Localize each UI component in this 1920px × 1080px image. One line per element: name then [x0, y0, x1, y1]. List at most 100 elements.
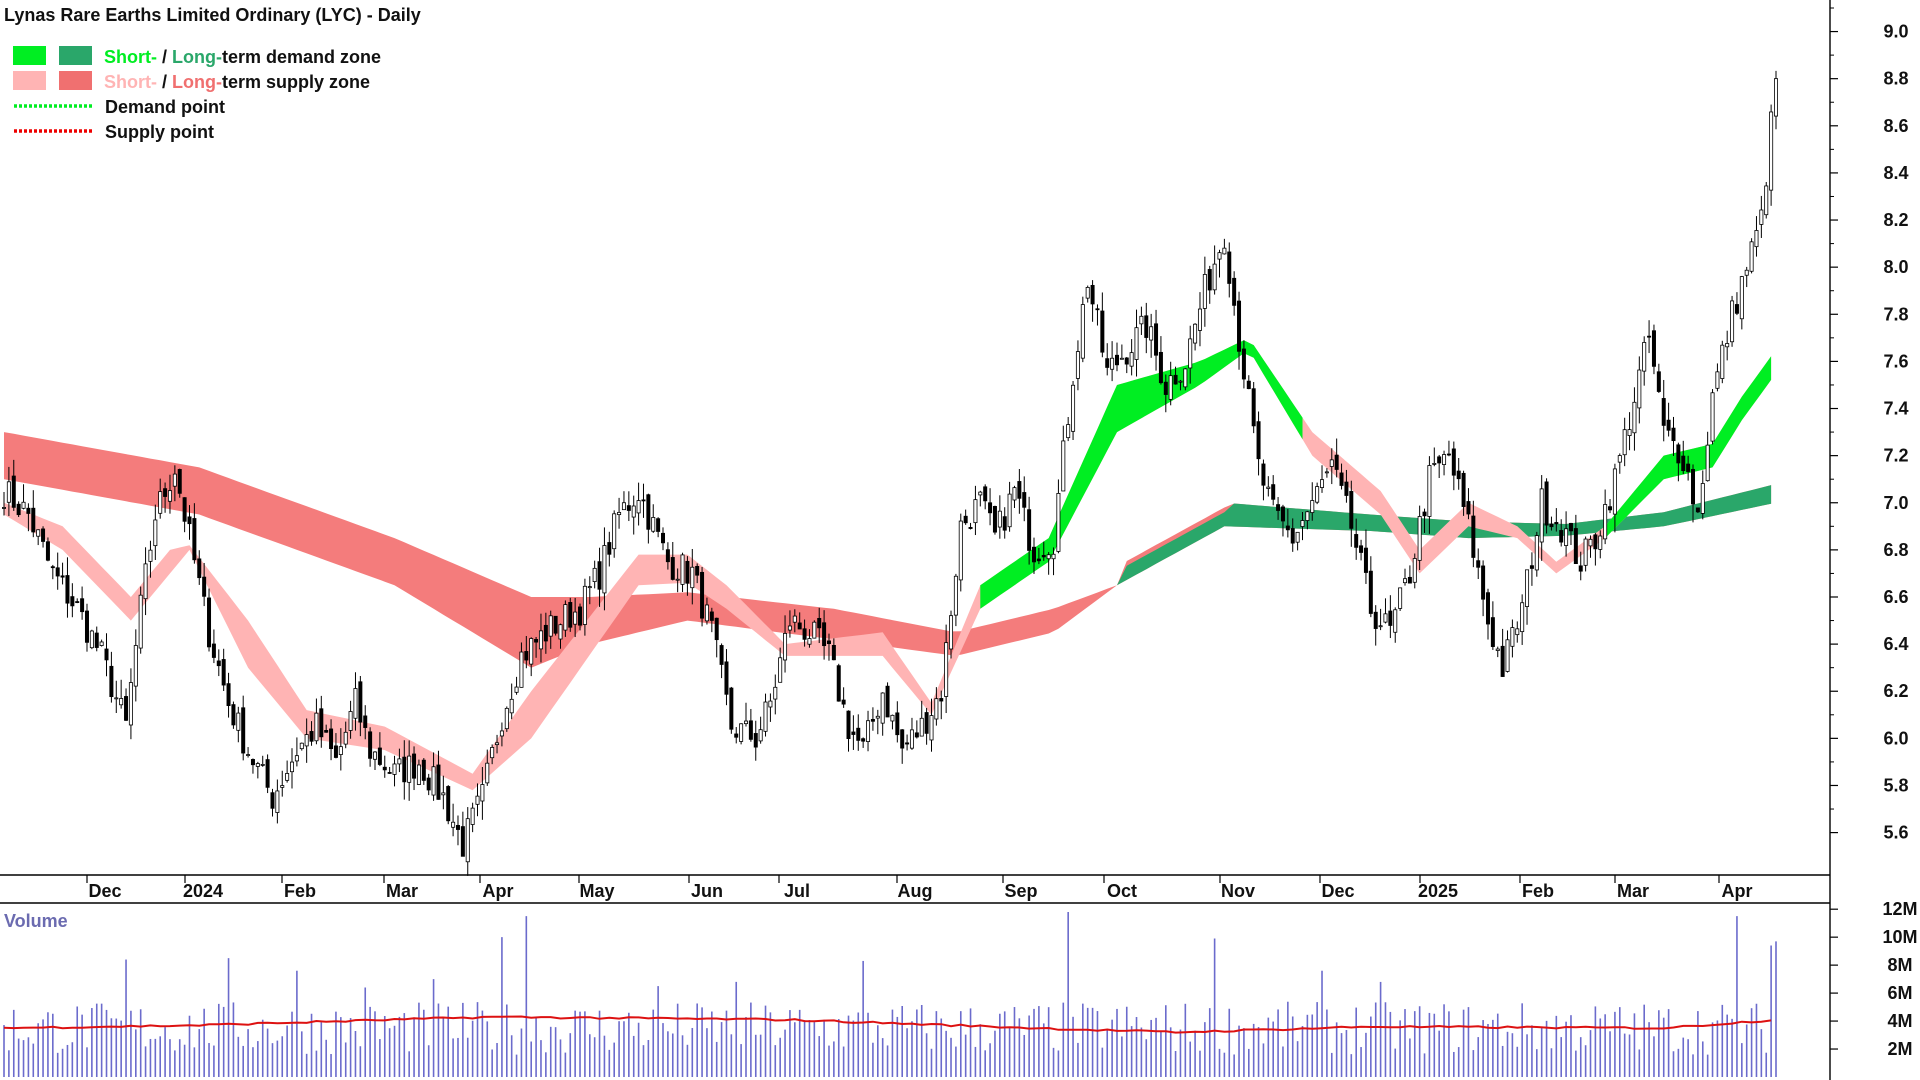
price-tick-label: 5.6: [1883, 823, 1908, 843]
candle-body: [743, 720, 748, 725]
candle-body: [680, 554, 685, 585]
candle-body: [1388, 610, 1393, 626]
candle-body: [285, 773, 290, 781]
candle-body: [763, 701, 768, 732]
candle-body: [1324, 471, 1329, 474]
candle-body: [1212, 263, 1217, 291]
candle-body: [426, 777, 431, 791]
candle-body: [578, 606, 583, 626]
candle-body: [1241, 348, 1246, 380]
price-tick-label: 8.8: [1883, 69, 1908, 89]
candle-body: [1158, 351, 1163, 384]
candle-body: [1608, 506, 1613, 511]
candle-body: [787, 625, 792, 631]
candle-body: [1354, 534, 1359, 548]
candle-body: [207, 597, 212, 648]
candle-body: [412, 753, 417, 779]
candle-body: [1339, 472, 1344, 486]
candle-body: [1529, 565, 1534, 569]
candle-body: [1183, 368, 1188, 388]
candle-body: [1651, 330, 1656, 367]
candle-body: [1114, 354, 1119, 366]
price-tick-label: 8.0: [1883, 257, 1908, 277]
candle-body: [172, 473, 177, 487]
candle-body: [626, 505, 631, 511]
candle-body: [148, 549, 153, 562]
candle-body: [1568, 522, 1573, 532]
candle-body: [255, 763, 260, 767]
candle-body: [1320, 479, 1325, 488]
candle-body: [1383, 613, 1388, 623]
candle-body: [1505, 639, 1510, 672]
candle-body: [1373, 611, 1378, 629]
candle-body: [988, 502, 993, 514]
candle-body: [866, 720, 871, 742]
candle-body: [202, 576, 207, 597]
candle-body: [1095, 308, 1100, 311]
price-tick-label: 9.0: [1883, 22, 1908, 42]
candle-body: [290, 761, 295, 773]
candle-body: [704, 604, 709, 622]
candle-body: [455, 824, 460, 830]
candle-body: [104, 648, 109, 661]
candle-body: [519, 651, 524, 688]
candle-body: [397, 758, 402, 765]
candle-body: [138, 594, 143, 649]
candle-body: [1715, 371, 1720, 389]
candle-body: [1617, 455, 1622, 463]
candle-body: [1349, 491, 1354, 529]
candle-body: [470, 807, 475, 825]
candle-body: [1544, 481, 1549, 526]
candle-body: [807, 638, 812, 645]
candle-body: [1139, 315, 1144, 325]
candle-body: [119, 698, 124, 706]
candle-body: [226, 683, 231, 707]
candle-body: [1769, 111, 1774, 191]
candle-body: [55, 567, 60, 577]
candle-body: [1232, 277, 1237, 306]
candle-body: [1744, 269, 1749, 276]
candle-body: [1485, 592, 1490, 625]
candle-body: [11, 475, 16, 508]
price-tick-label: 5.8: [1883, 775, 1908, 795]
candle-body: [1051, 553, 1056, 560]
candle-body: [1656, 371, 1661, 392]
candle-body: [197, 558, 202, 579]
legend-short-swatch: [13, 71, 46, 90]
candle-body: [1378, 625, 1383, 628]
candle-body: [314, 712, 319, 742]
candle-body: [670, 557, 675, 580]
candle-body: [1759, 209, 1764, 225]
candle-body: [1710, 392, 1715, 442]
price-tick-label: 7.0: [1883, 493, 1908, 513]
candle-body: [1661, 398, 1666, 426]
candle-body: [939, 698, 944, 702]
candle-body: [402, 756, 407, 783]
candle-body: [84, 610, 89, 643]
candle-body: [641, 499, 646, 502]
candle-body: [631, 505, 636, 518]
candle-body: [714, 617, 719, 641]
price-tick-label: 8.2: [1883, 210, 1908, 230]
candle-body: [236, 712, 241, 731]
candle-body: [1417, 516, 1422, 561]
candle-body: [416, 764, 421, 785]
candle-body: [548, 615, 553, 637]
candle-body: [1222, 247, 1227, 255]
candle-body: [1173, 374, 1178, 385]
volume-tick-label: 8M: [1887, 955, 1912, 975]
candle-body: [109, 665, 114, 698]
candle-body: [690, 566, 695, 589]
candle-body: [163, 488, 168, 497]
price-tick-label: 7.4: [1883, 399, 1908, 419]
candle-body: [646, 494, 651, 530]
x-tick-label: Aug: [898, 881, 933, 901]
candle-body: [1691, 469, 1696, 505]
candle-body: [719, 645, 724, 665]
candle-body: [826, 640, 831, 645]
candle-body: [363, 715, 368, 728]
candle-body: [128, 682, 133, 726]
candle-body: [1451, 448, 1456, 476]
candle-body: [1676, 444, 1681, 464]
candle-body: [270, 792, 275, 809]
